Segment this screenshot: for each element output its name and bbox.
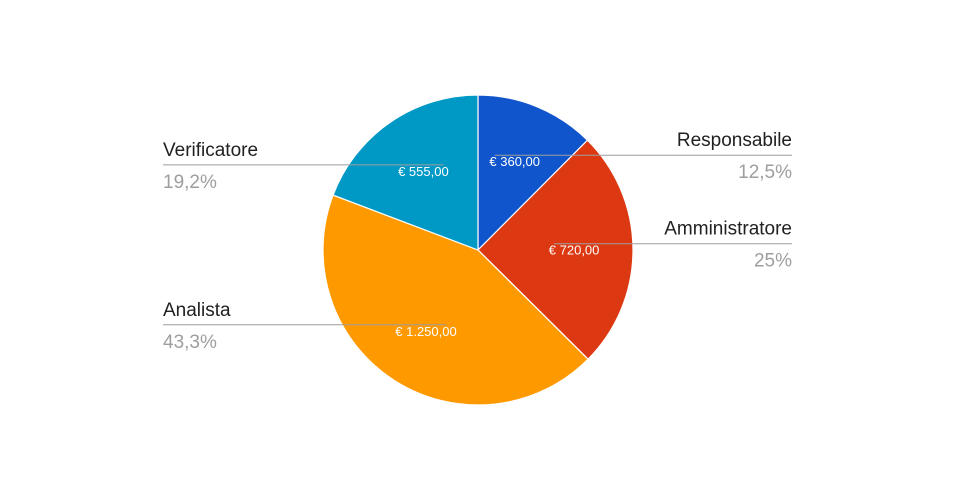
- category-name-amministratore: Amministratore: [664, 219, 792, 240]
- pie-slices: [322, 94, 634, 406]
- slice-value-labels: € 360,00 € 720,00 € 1.250,00 € 555,00: [395, 154, 599, 339]
- category-percent-responsabile: 12,5%: [738, 162, 792, 183]
- category-percent-amministratore: 25%: [754, 251, 792, 272]
- slice-value-label-responsabile: € 360,00: [489, 154, 540, 169]
- pie-slice-verificatore[interactable]: [332, 94, 479, 251]
- pie-slice-analista[interactable]: [322, 194, 589, 406]
- slice-value-label-amministratore: € 720,00: [549, 243, 600, 258]
- category-name-analista: Analista: [163, 300, 231, 321]
- slice-value-label-analista: € 1.250,00: [395, 324, 456, 339]
- leader-lines: [163, 154, 792, 326]
- slice-value-label-verificatore: € 555,00: [398, 164, 449, 179]
- category-labels: Responsabile 12,5% Amministratore 25% Analis…: [163, 130, 792, 353]
- category-name-verificatore: Verificatore: [163, 140, 258, 161]
- pie-slice-amministratore[interactable]: [477, 139, 634, 360]
- pie-slice-responsabile[interactable]: [477, 94, 589, 252]
- category-percent-analista: 43,3%: [163, 332, 217, 353]
- category-percent-verificatore: 19,2%: [163, 172, 217, 193]
- category-name-responsabile: Responsabile: [677, 130, 792, 151]
